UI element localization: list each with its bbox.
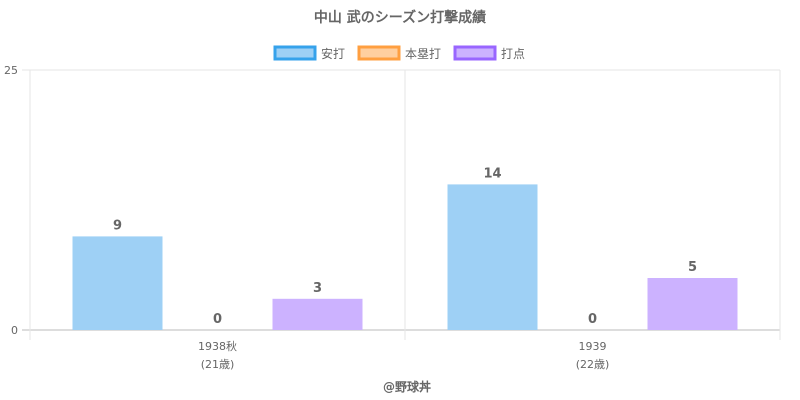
axes: 0 25 1938秋 (21歳) 1939 (22歳): [4, 64, 609, 371]
legend-label-1: 安打: [321, 46, 345, 61]
data-label-1-3: 3: [313, 281, 322, 296]
legend-label-2: 本塁打: [405, 47, 441, 61]
bar-2-1: [447, 184, 538, 330]
y-tick-label-1: 0: [11, 324, 18, 337]
x-tick-sublabel-1: (21歳): [201, 358, 235, 371]
legend-swatch-2: [357, 45, 401, 61]
x-tick-label-2: 1939: [579, 340, 607, 353]
legend-swatch-3: [453, 45, 497, 61]
x-tick-label-1: 1938秋: [198, 339, 237, 353]
y-tick-label-2: 25: [4, 64, 18, 77]
bar-1-3: [272, 298, 363, 330]
bars: [72, 184, 738, 330]
legend-swatch-1: [273, 45, 317, 61]
data-labels: 9 0 3 14 0 5: [113, 166, 697, 327]
data-label-1-2: 0: [213, 312, 222, 327]
data-label-1-1: 9: [113, 218, 122, 233]
bar-1-1: [72, 236, 163, 330]
data-label-2-3: 5: [688, 260, 697, 275]
data-label-2-2: 0: [588, 312, 597, 327]
legend: 安打 本塁打 打点: [273, 45, 525, 61]
legend-label-3: 打点: [501, 47, 525, 61]
x-tick-sublabel-2: (22歳): [576, 358, 610, 371]
data-label-2-1: 14: [483, 166, 501, 181]
bar-2-3: [647, 278, 738, 330]
footer-credit: @野球丼: [383, 379, 431, 394]
chart-title: 中山 武のシーズン打撃成績: [314, 9, 486, 26]
